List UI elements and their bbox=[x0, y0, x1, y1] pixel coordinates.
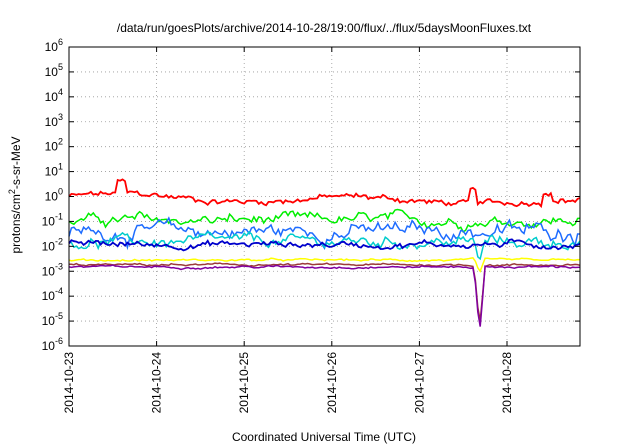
y-tick-exp: -6 bbox=[55, 336, 63, 346]
x-tick-label: 2014-10-27 bbox=[412, 352, 426, 414]
x-tick-label: 2014-10-26 bbox=[325, 352, 339, 414]
y-tick-base: 10 bbox=[42, 239, 56, 253]
x-axis-label: Coordinated Universal Time (UTC) bbox=[232, 430, 416, 444]
y-tick-base: 10 bbox=[45, 90, 59, 104]
y-tick-base: 10 bbox=[42, 264, 56, 278]
y-tick-label: 10-3 bbox=[42, 261, 63, 278]
y-tick-label: 103 bbox=[45, 112, 63, 129]
series-group bbox=[68, 178, 581, 327]
chart-title: /data/run/goesPlots/archive/2014-10-28/1… bbox=[117, 21, 532, 35]
y-tick-base: 10 bbox=[45, 190, 59, 204]
x-tick-label: 2014-10-23 bbox=[62, 352, 76, 414]
y-tick-exp: 0 bbox=[58, 187, 63, 197]
y-tick-label: 104 bbox=[45, 87, 63, 104]
y-axis-ticks: 10-610-510-410-310-210-11001011021031041… bbox=[42, 37, 580, 353]
y-tick-label: 10-4 bbox=[42, 286, 63, 303]
y-tick-exp: 3 bbox=[58, 112, 63, 122]
y-tick-base: 10 bbox=[42, 314, 56, 328]
y-tick-exp: -3 bbox=[55, 261, 63, 271]
y-tick-base: 10 bbox=[45, 65, 59, 79]
x-tick-label: 2014-10-25 bbox=[237, 352, 251, 414]
y-axis-label-rest: -s-sr-MeV bbox=[9, 136, 23, 189]
y-tick-base: 10 bbox=[45, 165, 59, 179]
y-tick-label: 10-2 bbox=[42, 236, 63, 253]
y-tick-exp: 2 bbox=[58, 137, 63, 147]
y-tick-label: 10-1 bbox=[42, 211, 63, 228]
x-tick-label: 2014-10-24 bbox=[150, 352, 164, 414]
flux-series-line bbox=[68, 230, 581, 261]
y-tick-label: 106 bbox=[45, 37, 63, 54]
flux-series-line bbox=[68, 256, 581, 273]
y-tick-label: 100 bbox=[45, 187, 63, 204]
y-tick-exp: 5 bbox=[58, 62, 63, 72]
y-tick-exp: -4 bbox=[55, 286, 63, 296]
y-axis-label: protons/cm2-s-sr-MeV bbox=[7, 136, 23, 253]
y-tick-base: 10 bbox=[45, 115, 59, 129]
y-tick-label: 101 bbox=[45, 162, 63, 179]
flux-series-line bbox=[68, 264, 581, 327]
y-tick-base: 10 bbox=[42, 214, 56, 228]
y-tick-exp: 4 bbox=[58, 87, 63, 97]
y-tick-base: 10 bbox=[45, 140, 59, 154]
y-tick-base: 10 bbox=[42, 289, 56, 303]
y-tick-label: 105 bbox=[45, 62, 63, 79]
x-tick-label: 2014-10-28 bbox=[500, 352, 514, 414]
y-tick-exp: -5 bbox=[55, 311, 63, 321]
y-axis-label-base: protons/cm bbox=[9, 194, 23, 253]
flux-series-line bbox=[68, 208, 581, 233]
flux-series-line bbox=[68, 238, 581, 252]
y-tick-base: 10 bbox=[45, 40, 59, 54]
y-tick-base: 10 bbox=[42, 339, 56, 353]
flux-series-line bbox=[68, 178, 581, 209]
y-tick-label: 10-5 bbox=[42, 311, 63, 328]
y-tick-exp: -1 bbox=[55, 211, 63, 221]
flux-series-line bbox=[68, 262, 581, 321]
y-tick-exp: 1 bbox=[58, 162, 63, 172]
y-tick-label: 102 bbox=[45, 137, 63, 154]
y-tick-exp: 6 bbox=[58, 37, 63, 47]
x-axis-ticks: 2014-10-23 2014-10-24 2014-10-25 2014-10-26… bbox=[62, 47, 514, 413]
y-tick-exp: -2 bbox=[55, 236, 63, 246]
y-tick-label: 10-6 bbox=[42, 336, 63, 353]
y-axis-label-sup: 2 bbox=[7, 189, 17, 194]
